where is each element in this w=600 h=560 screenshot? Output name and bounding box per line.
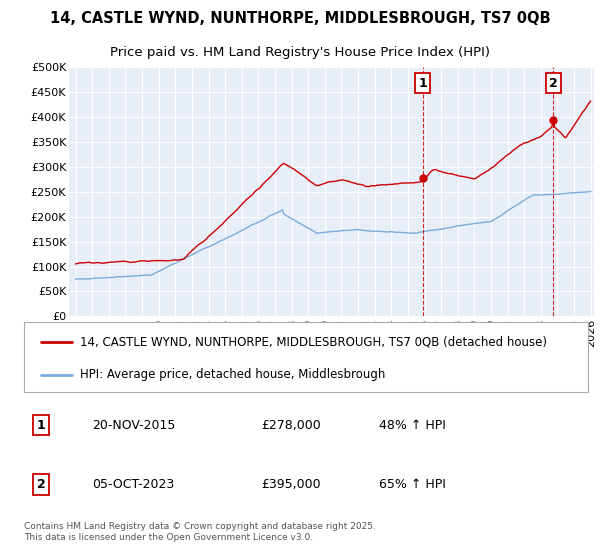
Text: 1: 1 [418, 77, 427, 90]
Text: Price paid vs. HM Land Registry's House Price Index (HPI): Price paid vs. HM Land Registry's House … [110, 46, 490, 59]
Text: 2: 2 [37, 478, 45, 491]
Text: 65% ↑ HPI: 65% ↑ HPI [379, 478, 446, 491]
Text: Contains HM Land Registry data © Crown copyright and database right 2025.
This d: Contains HM Land Registry data © Crown c… [23, 522, 376, 542]
Text: 48% ↑ HPI: 48% ↑ HPI [379, 418, 446, 432]
Text: HPI: Average price, detached house, Middlesbrough: HPI: Average price, detached house, Midd… [80, 368, 386, 381]
Text: 14, CASTLE WYND, NUNTHORPE, MIDDLESBROUGH, TS7 0QB (detached house): 14, CASTLE WYND, NUNTHORPE, MIDDLESBROUG… [80, 335, 547, 348]
Text: £395,000: £395,000 [261, 478, 320, 491]
Text: 2: 2 [549, 77, 558, 90]
Text: 1: 1 [37, 418, 45, 432]
Text: £278,000: £278,000 [261, 418, 320, 432]
Text: 05-OCT-2023: 05-OCT-2023 [92, 478, 174, 491]
Text: 20-NOV-2015: 20-NOV-2015 [92, 418, 175, 432]
Text: 14, CASTLE WYND, NUNTHORPE, MIDDLESBROUGH, TS7 0QB: 14, CASTLE WYND, NUNTHORPE, MIDDLESBROUG… [50, 11, 550, 26]
FancyBboxPatch shape [24, 322, 588, 392]
